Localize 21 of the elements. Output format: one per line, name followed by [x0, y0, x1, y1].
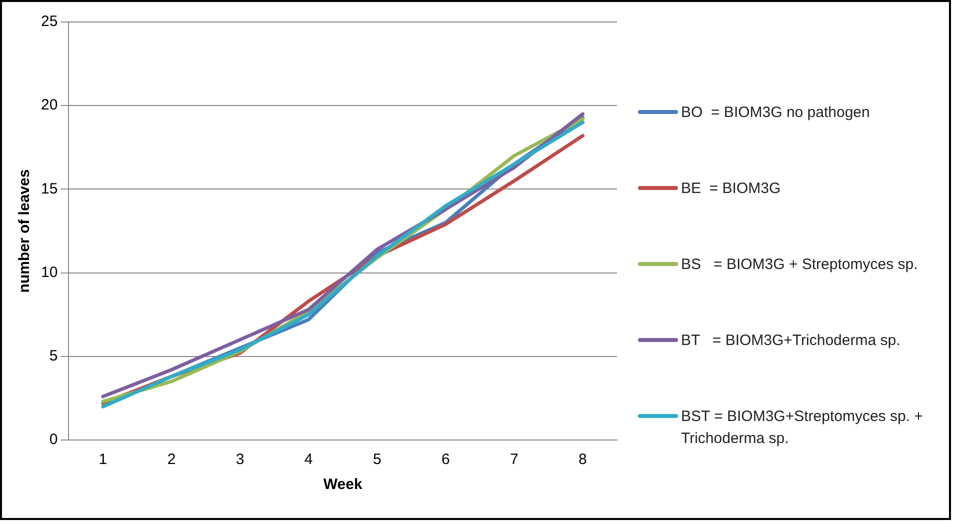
x-tick-label: 8 [578, 451, 587, 468]
legend-label: BS = BIOM3G + Streptomyces sp. [681, 255, 919, 275]
x-tick-label: 6 [441, 451, 450, 468]
x-tick-label: 4 [304, 451, 313, 468]
y-axis-title: number of leaves [16, 169, 34, 293]
legend-label: BST = BIOM3G+Streptomyces sp. + Trichoderma sp. [681, 407, 924, 449]
x-tick-label: 7 [510, 451, 518, 468]
legend-label: BO = BIOM3G no pathogen [681, 103, 871, 123]
x-tick-label: 2 [167, 451, 176, 468]
x-axis-title: Week [323, 476, 363, 494]
y-tick-label: 15 [40, 180, 58, 198]
y-tick-label: 5 [49, 348, 58, 365]
y-tick-label: 10 [40, 264, 58, 281]
legend-label: BT = BIOM3G+Trichoderma sp. [681, 331, 902, 351]
y-tick-label: 0 [49, 431, 58, 448]
x-tick-label: 1 [98, 451, 108, 468]
y-tick-label: 25 [40, 13, 58, 30]
legend-label: BE = BIOM3G [681, 179, 782, 199]
y-tick-label: 20 [40, 96, 58, 114]
x-tick-label: 5 [372, 451, 382, 468]
x-tick-label: 3 [236, 451, 244, 468]
